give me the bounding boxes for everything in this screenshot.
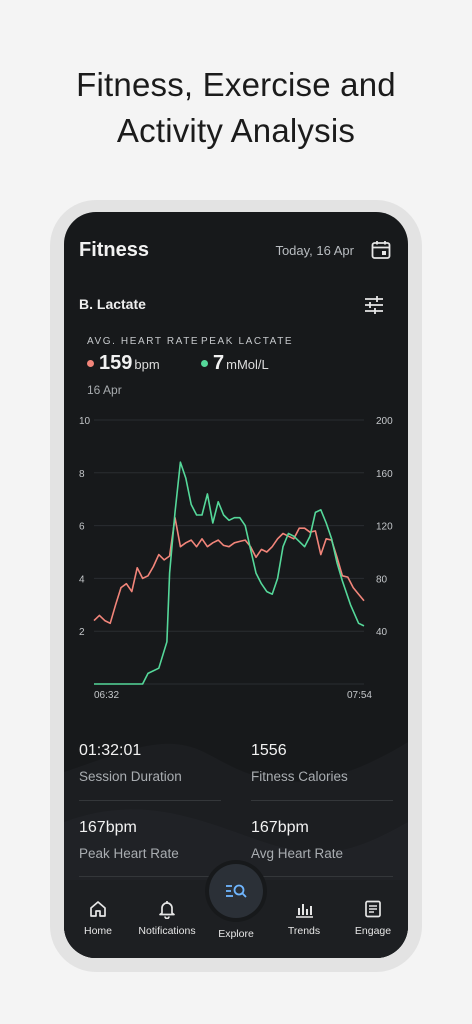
lactate-heart-rate-chart: 10 8 6 4 2 200 160 120 80 40 06:32 07:54 [79, 416, 393, 701]
phone-screen: Fitness Today, 16 Apr B. Lactate AVG. HE… [64, 212, 408, 958]
bar-chart-icon [296, 904, 313, 918]
right-tick-label: 200 [376, 416, 393, 427]
metric-label: Peak Heart Rate [79, 846, 179, 861]
calendar-icon[interactable] [370, 239, 392, 261]
divider [251, 876, 393, 877]
stats-date: 16 Apr [87, 383, 122, 397]
nav-engage[interactable]: Engage [340, 880, 406, 937]
metric-label: Session Duration [79, 769, 182, 784]
sliders-icon[interactable] [364, 295, 384, 315]
lactate-line [94, 461, 365, 685]
left-tick-label: 4 [79, 574, 85, 585]
metric-avg-heart-rate: 167bpm Avg Heart Rate [251, 819, 343, 861]
divider [79, 800, 221, 801]
search-list-icon [226, 884, 247, 898]
heart-rate-legend-dot [87, 360, 94, 367]
nav-home-label: Home [83, 925, 112, 937]
metric-peak-heart-rate: 167bpm Peak Heart Rate [79, 819, 179, 861]
nav-explore-label: Explore [218, 928, 254, 940]
bell-icon [159, 901, 175, 919]
divider [79, 876, 221, 877]
nav-notifications-label: Notifications [138, 925, 196, 937]
metric-fitness-calories: 1556 Fitness Calories [251, 742, 348, 784]
metric-label: Fitness Calories [251, 769, 348, 784]
metric-session-duration: 01:32:01 Session Duration [79, 742, 182, 784]
metric-value: 01:32:01 [79, 742, 142, 759]
heart-rate-line [93, 516, 365, 625]
avg-heart-rate-label: AVG. HEART RATE [87, 336, 200, 347]
x-end-label: 07:54 [347, 690, 372, 701]
peak-lactate-unit: mMol/L [226, 357, 269, 372]
document-icon [365, 900, 381, 918]
metric-label: Avg Heart Rate [251, 846, 344, 861]
nav-notifications[interactable]: Notifications [134, 880, 200, 937]
metric-value: 167bpm [251, 819, 309, 836]
left-tick-label: 10 [79, 416, 91, 427]
metric-value: 1556 [251, 742, 287, 759]
left-tick-label: 8 [79, 469, 85, 480]
right-tick-label: 160 [376, 469, 393, 480]
lactate-legend-dot [201, 360, 208, 367]
header-date: Today, 16 Apr [275, 243, 354, 258]
nav-home[interactable]: Home [65, 880, 131, 937]
peak-lactate-value: 7 mMol/L [201, 352, 269, 375]
divider [251, 800, 393, 801]
headline-line-1: Fitness, Exercise and [76, 66, 396, 103]
left-tick-label: 2 [79, 627, 85, 638]
right-tick-label: 120 [376, 522, 393, 533]
metric-value: 167bpm [79, 819, 137, 836]
peak-lactate-number: 7 [213, 352, 225, 374]
x-start-label: 06:32 [94, 690, 119, 701]
nav-trends-label: Trends [287, 925, 321, 937]
headline-line-2: Activity Analysis [116, 112, 356, 149]
avg-heart-rate-value: 159 bpm [87, 352, 160, 375]
avg-heart-rate-unit: bpm [134, 357, 160, 372]
bottom-nav: Home Notifications Trends [64, 880, 408, 958]
nav-engage-label: Engage [354, 925, 392, 937]
explore-button[interactable] [209, 864, 263, 918]
home-icon [90, 901, 106, 917]
peak-lactate-label: PEAK LACTATE [201, 336, 294, 347]
app-title: Fitness [79, 239, 150, 261]
left-tick-label: 6 [79, 522, 85, 533]
avg-heart-rate-number: 159 [99, 352, 133, 374]
right-tick-label: 80 [376, 574, 388, 585]
section-title: B. Lactate [79, 296, 146, 312]
right-tick-label: 40 [376, 627, 388, 638]
nav-trends[interactable]: Trends [271, 880, 337, 937]
page-headline: Fitness, Exercise and Activity Analysis [0, 62, 472, 154]
